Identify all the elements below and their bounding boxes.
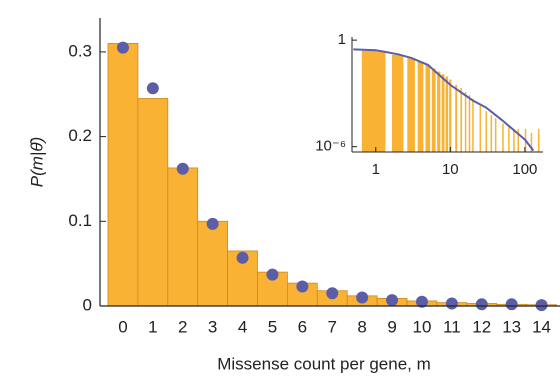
inset-bar (537, 128, 540, 152)
inset-y-tick-label: 10⁻⁶ (315, 138, 346, 155)
inset-x-tick-label: 1 (372, 161, 380, 178)
x-tick-label: 14 (532, 317, 551, 336)
inset: 1 10 100 1 10⁻⁶ (315, 31, 543, 178)
dot (415, 295, 428, 308)
x-tick-label: 10 (412, 317, 431, 336)
dot (356, 291, 369, 304)
dot (176, 162, 189, 175)
x-tick-label: 0 (118, 317, 127, 336)
inset-bar (431, 68, 436, 152)
inset-x-tick-label: 10 (442, 161, 459, 178)
inset-bar (468, 95, 471, 152)
x-tick-label: 4 (238, 317, 247, 336)
dot (266, 268, 279, 281)
bar (137, 98, 169, 307)
x-tick-label: 6 (298, 317, 307, 336)
bar (167, 167, 199, 307)
dot (326, 287, 339, 300)
inset-bar (508, 125, 510, 152)
dot (116, 41, 129, 54)
inset-bar (455, 84, 458, 152)
x-tick-label: 12 (472, 317, 491, 336)
dot (236, 251, 249, 264)
x-tick-label: 13 (502, 317, 521, 336)
x-tick-label: 8 (357, 317, 366, 336)
inset-bar (425, 64, 431, 152)
inset-bar (479, 105, 482, 152)
x-tick-label: 5 (268, 317, 277, 336)
x-tick-label: 3 (208, 317, 217, 336)
y-tick-label: 0.3 (68, 41, 92, 60)
inset-bar (472, 98, 474, 152)
inset-bar (417, 61, 424, 153)
x-axis-label: Missense count per gene, m (217, 354, 431, 373)
x-tick-label: 9 (387, 317, 396, 336)
y-tick-label: 0.2 (68, 126, 92, 145)
inset-y-tick-label: 1 (338, 31, 346, 48)
inset-bar (449, 79, 452, 152)
dot (386, 294, 399, 307)
inset-bar (490, 115, 493, 152)
inset-bar (513, 128, 515, 152)
dot (475, 298, 488, 311)
y-tick-label: 0.1 (68, 211, 92, 230)
inset-bar (441, 74, 445, 152)
x-tick-label: 1 (148, 317, 157, 336)
inset-bar (407, 57, 415, 152)
y-tick-label: 0 (83, 295, 92, 314)
inset-bar (517, 128, 520, 152)
x-tick-label: 2 (178, 317, 187, 336)
inset-bar (464, 91, 467, 152)
inset-bar (485, 111, 488, 152)
dot (535, 299, 548, 312)
bar (107, 43, 139, 307)
inset-curve (353, 48, 535, 152)
inset-bar (361, 50, 386, 153)
dot (445, 297, 458, 310)
inset-x-tick-label: 100 (512, 161, 537, 178)
inset-bar (445, 76, 449, 152)
inset-bar (530, 132, 533, 152)
inset-bar (460, 88, 463, 152)
x-tick-label: 7 (328, 317, 337, 336)
dot (505, 298, 518, 311)
x-tick-label: 11 (443, 317, 461, 336)
inset-bar (502, 123, 504, 152)
inset-bar (391, 54, 404, 152)
dot (296, 280, 309, 293)
inset-bar (437, 71, 441, 152)
dot (206, 217, 219, 230)
dot (146, 82, 159, 95)
y-axis-label: P(m|θ̂) (27, 137, 46, 187)
inset-bar (494, 118, 497, 152)
bar (197, 220, 228, 307)
